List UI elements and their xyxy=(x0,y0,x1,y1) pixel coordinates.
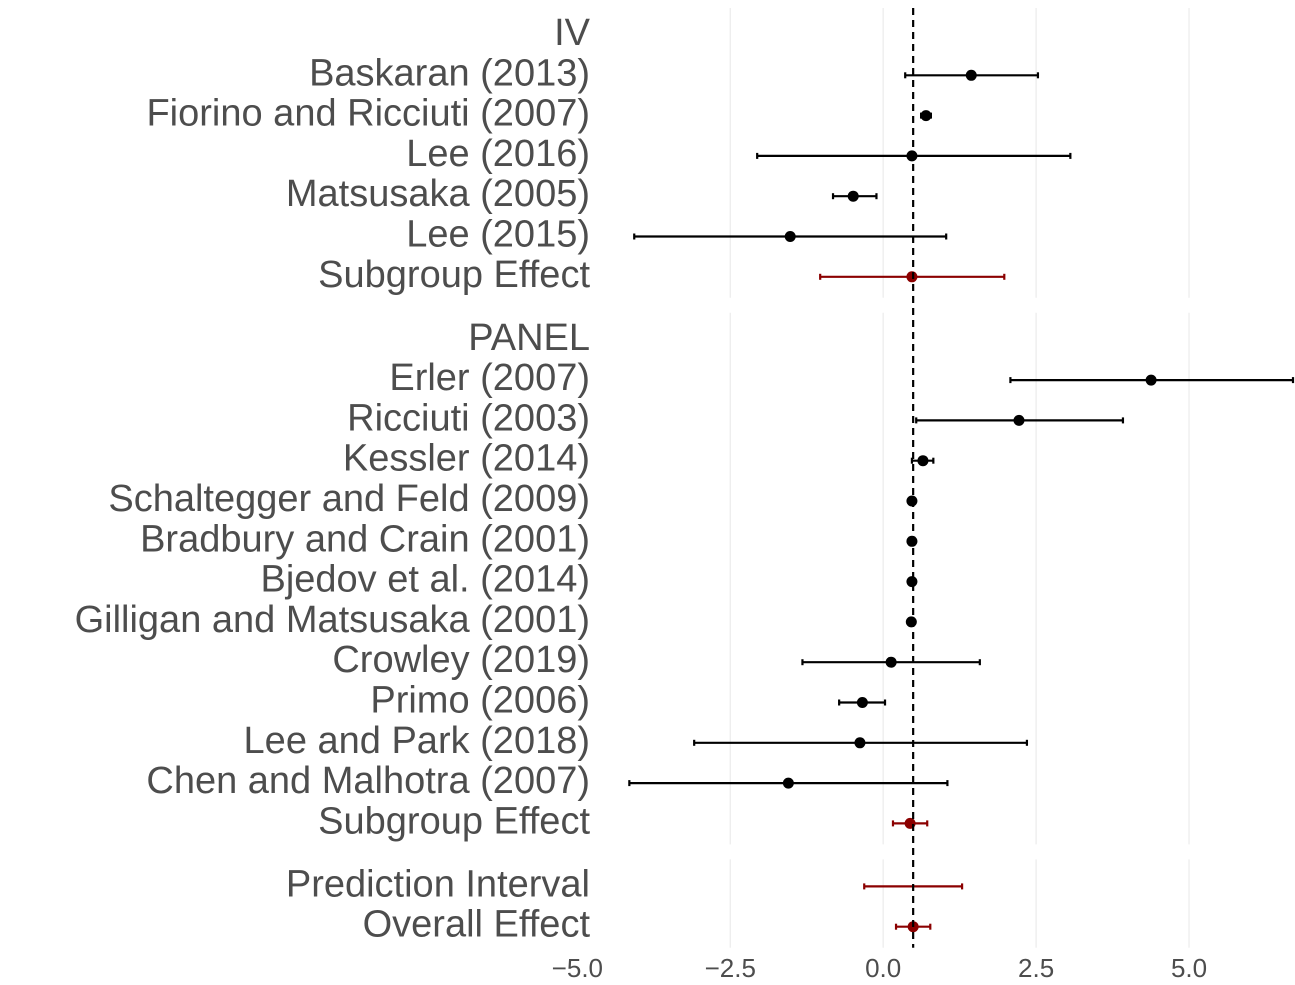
row-label: Gilligan and Matsusaka (2001) xyxy=(75,599,590,641)
row-label: Lee and Park (2018) xyxy=(244,720,590,762)
row-label: Baskaran (2013) xyxy=(309,52,590,94)
point xyxy=(847,190,859,202)
row-label: Overall Effect xyxy=(363,904,591,946)
x-tick-label: −5.0 xyxy=(552,953,603,983)
row-label: Fiorino and Ricciuti (2007) xyxy=(146,93,590,135)
point xyxy=(906,535,918,547)
group-label: IV xyxy=(554,12,591,54)
row-label: Schaltegger and Feld (2009) xyxy=(108,478,590,520)
point xyxy=(965,69,977,81)
x-tick-label: −2.5 xyxy=(705,953,756,983)
row-label: Bjedov et al. (2014) xyxy=(260,559,590,601)
row-label: Lee (2015) xyxy=(406,214,590,256)
row-label: Subgroup Effect xyxy=(318,800,590,842)
row-label: Primo (2006) xyxy=(370,680,590,722)
point xyxy=(906,576,918,588)
row-label: Bradbury and Crain (2001) xyxy=(140,518,590,560)
row-label: Kessler (2014) xyxy=(343,438,590,480)
point xyxy=(885,656,897,668)
row-label: Chen and Malhotra (2007) xyxy=(146,760,590,802)
point xyxy=(1145,374,1157,386)
row-label: Ricciuti (2003) xyxy=(347,397,590,439)
point xyxy=(784,231,796,242)
point xyxy=(917,455,929,467)
point xyxy=(1013,414,1025,426)
row-label: Lee (2016) xyxy=(406,133,590,175)
point xyxy=(906,150,918,162)
x-tick-label: 2.5 xyxy=(1018,953,1054,983)
point xyxy=(906,271,918,283)
row-label: Matsusaka (2005) xyxy=(286,173,590,215)
point xyxy=(905,616,917,628)
point xyxy=(782,777,794,789)
row-label: Prediction Interval xyxy=(286,863,590,905)
point xyxy=(906,495,918,507)
row-label: Crowley (2019) xyxy=(332,639,590,681)
row-label: Subgroup Effect xyxy=(318,254,590,296)
group-label: PANEL xyxy=(468,317,590,359)
point xyxy=(854,737,866,749)
point xyxy=(856,697,868,708)
point xyxy=(920,110,932,122)
x-tick-label: 5.0 xyxy=(1171,953,1207,983)
row-label: Erler (2007) xyxy=(389,357,590,399)
x-tick-label: 0.0 xyxy=(865,953,901,983)
